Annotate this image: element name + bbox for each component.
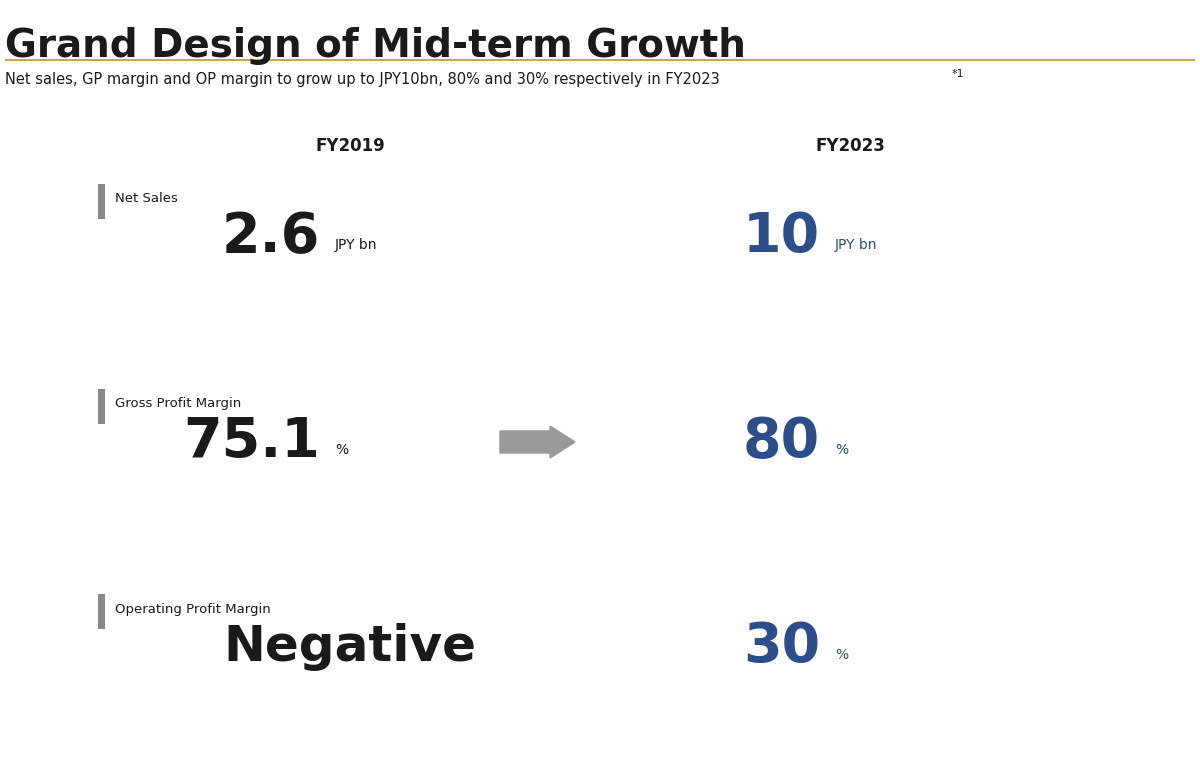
Text: Net sales, GP margin and OP margin to grow up to JPY10bn, 80% and 30% respective: Net sales, GP margin and OP margin to gr…: [5, 72, 720, 87]
Text: Negative: Negative: [223, 623, 476, 671]
Text: Operating Profit Margin: Operating Profit Margin: [115, 602, 271, 615]
Text: JPY bn: JPY bn: [835, 238, 877, 252]
FancyBboxPatch shape: [98, 389, 106, 424]
Text: Grand Design of Mid-term Growth: Grand Design of Mid-term Growth: [5, 27, 746, 65]
Text: *1: *1: [952, 69, 965, 79]
Text: FY2023: FY2023: [815, 137, 884, 155]
FancyBboxPatch shape: [98, 594, 106, 629]
Text: %: %: [335, 443, 348, 457]
Text: %: %: [835, 443, 848, 457]
Text: Gross Profit Margin: Gross Profit Margin: [115, 397, 241, 411]
FancyBboxPatch shape: [98, 184, 106, 219]
FancyArrow shape: [500, 426, 575, 458]
Text: FY2019: FY2019: [316, 137, 385, 155]
Text: Net Sales: Net Sales: [115, 192, 178, 206]
Text: 2.6: 2.6: [222, 210, 320, 264]
Text: 80: 80: [743, 415, 820, 469]
Text: 30: 30: [743, 620, 820, 674]
Text: %: %: [835, 648, 848, 662]
Text: 10: 10: [743, 210, 820, 264]
Text: 75.1: 75.1: [184, 415, 320, 469]
Text: JPY bn: JPY bn: [335, 238, 378, 252]
